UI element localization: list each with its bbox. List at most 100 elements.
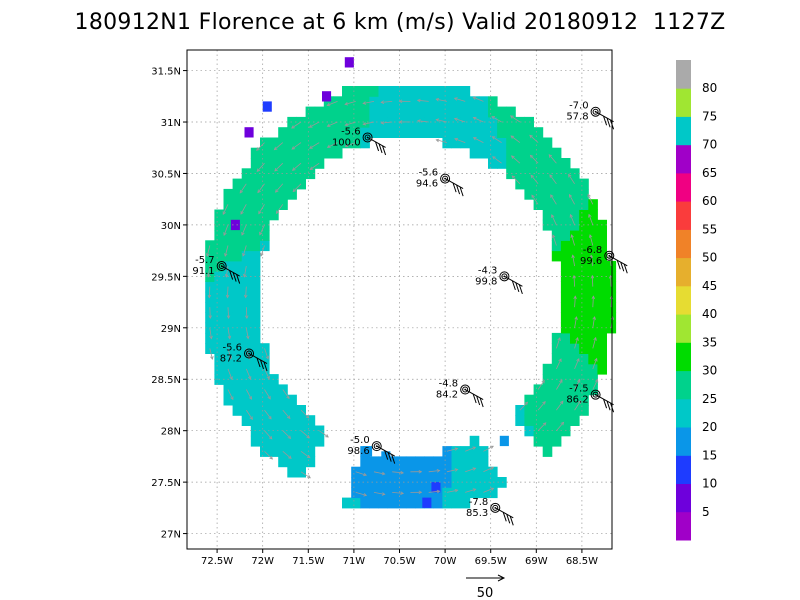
speed-cell xyxy=(551,178,562,190)
wind-arrowhead xyxy=(490,487,495,491)
wind-arrow xyxy=(537,422,547,431)
wind-barb xyxy=(248,353,268,364)
wind-barb-flag xyxy=(511,280,516,291)
wind-arrow xyxy=(245,389,252,400)
wind-arrow xyxy=(530,155,539,164)
speed-cell xyxy=(551,332,562,344)
wind-arrow xyxy=(264,389,271,400)
speed-cell xyxy=(570,281,580,293)
speed-cell xyxy=(250,291,261,303)
speed-cell xyxy=(214,281,224,293)
wind-arrowhead xyxy=(551,214,555,218)
speed-cell xyxy=(415,477,425,488)
wind-arrow xyxy=(245,409,253,420)
speed-cell xyxy=(287,147,297,159)
speed-cell xyxy=(515,405,525,416)
speed-cell xyxy=(305,106,316,118)
speed-cell xyxy=(551,147,562,159)
speed-cell xyxy=(469,466,480,478)
wind-arrow xyxy=(473,137,484,143)
wind-arrow xyxy=(392,492,404,494)
speed-cell xyxy=(323,106,334,118)
wind-arrow xyxy=(592,379,598,390)
speed-cell xyxy=(597,250,607,262)
wind-arrowhead xyxy=(344,143,349,148)
speed-cell xyxy=(433,86,443,97)
wind-barb xyxy=(444,178,464,190)
speed-patch xyxy=(381,451,391,462)
speed-cell xyxy=(405,477,416,488)
wind-barb-flag xyxy=(616,260,621,270)
speed-cell xyxy=(241,291,252,303)
speed-cell xyxy=(232,312,243,324)
colorbar-swatch xyxy=(676,229,691,259)
wind-arrowhead xyxy=(288,455,292,459)
speed-cell xyxy=(424,127,434,138)
speed-cell xyxy=(232,405,243,416)
station-value-label: 86.2 xyxy=(566,395,588,406)
wind-arrow xyxy=(537,401,546,411)
station-temp-label: -7.0 xyxy=(569,101,589,112)
wind-arrow xyxy=(491,116,502,123)
speed-cell xyxy=(551,343,562,354)
speed-cell xyxy=(515,137,525,149)
speed-cell xyxy=(424,477,434,488)
speed-cell xyxy=(451,116,462,128)
speed-cell xyxy=(542,178,553,190)
wind-arrowhead xyxy=(325,434,329,438)
wind-arrowhead xyxy=(224,273,229,278)
speed-cell xyxy=(269,199,279,210)
speed-cell xyxy=(524,394,534,406)
wind-arrow xyxy=(571,234,575,246)
y-tick-label: 28N xyxy=(161,427,181,438)
wind-arrow xyxy=(537,380,545,390)
station-value-label: 99.8 xyxy=(475,276,497,287)
speed-cell xyxy=(588,260,598,272)
speed-cell xyxy=(205,332,215,344)
wind-arrow xyxy=(574,316,577,328)
speed-cell xyxy=(442,477,452,488)
wind-arrowhead xyxy=(574,316,578,320)
speed-cell xyxy=(560,343,571,354)
speed-cell xyxy=(241,415,252,426)
wind-arrowhead xyxy=(552,234,556,239)
speed-cell xyxy=(424,456,434,468)
wind-arrowhead xyxy=(291,146,296,150)
speed-cell xyxy=(369,116,379,128)
speed-cell xyxy=(424,106,434,118)
speed-cell xyxy=(469,446,480,457)
speed-cell xyxy=(570,250,580,262)
wind-arrowhead xyxy=(472,488,477,492)
wind-arrow xyxy=(274,142,284,151)
wind-arrowhead xyxy=(587,193,591,198)
speed-cell xyxy=(570,302,580,313)
speed-cell xyxy=(405,86,416,97)
wind-barb-flag xyxy=(378,143,383,154)
speed-cell xyxy=(469,137,480,149)
speed-cell xyxy=(332,127,343,138)
wind-arrowhead xyxy=(306,454,311,459)
station-value-label: 99.6 xyxy=(580,256,602,267)
station-marker: -5.098.6 xyxy=(347,435,396,464)
wind-arrowhead xyxy=(286,395,290,400)
wind-arrowhead xyxy=(435,118,440,122)
speed-cell xyxy=(460,497,471,509)
speed-cell xyxy=(488,137,498,149)
speed-cell xyxy=(241,230,252,241)
wind-arrowhead xyxy=(326,123,331,127)
wind-arrowhead xyxy=(241,232,245,236)
speed-cell xyxy=(378,116,389,128)
speed-cell xyxy=(342,96,352,108)
wind-arrow xyxy=(568,174,575,185)
speed-cell xyxy=(405,127,416,138)
speed-cell xyxy=(260,137,270,149)
speed-cell xyxy=(260,158,270,169)
speed-cell xyxy=(442,127,452,138)
speed-cell xyxy=(533,199,544,210)
speed-cell xyxy=(287,446,297,457)
speed-cell xyxy=(223,230,234,241)
speed-patch xyxy=(422,497,432,508)
speed-cell xyxy=(488,466,498,478)
speed-cell xyxy=(223,199,234,210)
wind-arrow xyxy=(282,450,292,459)
